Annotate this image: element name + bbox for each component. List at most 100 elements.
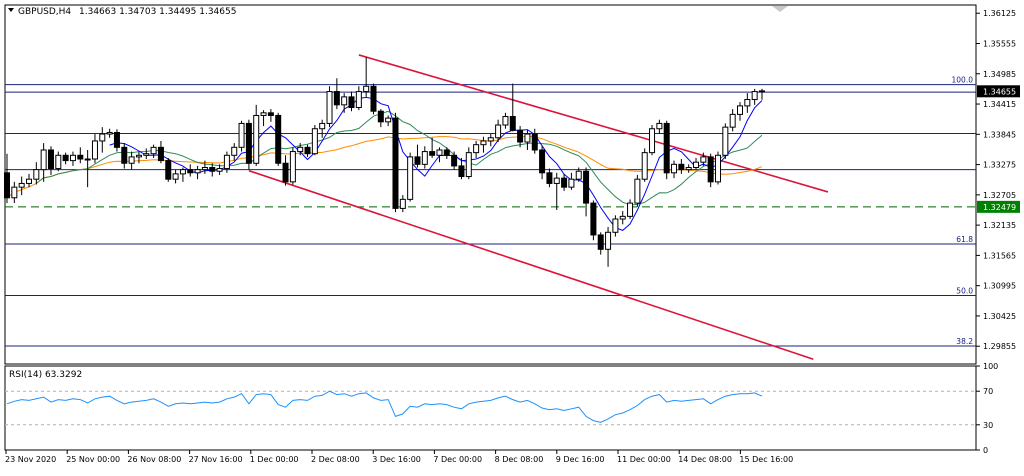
- channel-lower-line[interactable]: [248, 169, 814, 360]
- bear-candle: [414, 156, 421, 165]
- bull-candle: [627, 202, 634, 217]
- symbol-dropdown-icon[interactable]: [8, 8, 14, 12]
- bull-candle: [751, 91, 758, 101]
- bull-candle: [737, 105, 743, 115]
- rsi-tick-label: 0: [983, 446, 988, 455]
- ma-mid-line: [35, 110, 763, 206]
- bear-candle: [531, 133, 538, 151]
- bear-candle: [561, 177, 568, 188]
- bull-candle: [33, 169, 40, 180]
- bull-candle: [693, 161, 700, 169]
- bull-candle: [385, 117, 392, 123]
- bull-candle: [11, 186, 18, 199]
- bull-candle: [319, 122, 326, 130]
- bull-candle: [605, 231, 612, 250]
- rsi-tick-label: 100: [983, 362, 998, 371]
- bear-candle: [4, 172, 10, 199]
- time-tick-label: 1 Dec 00:00: [250, 455, 299, 464]
- price-tick-label: 1.32135: [983, 221, 1016, 230]
- bull-candle: [84, 158, 91, 161]
- candlesticks: [4, 57, 765, 267]
- bull-candle: [436, 149, 443, 156]
- bull-candle: [216, 168, 223, 172]
- bull-candle: [253, 114, 260, 164]
- bear-candle: [583, 170, 590, 204]
- bull-candle: [172, 173, 179, 180]
- price-tick-label: 1.31565: [983, 251, 1016, 260]
- time-tick-label: 8 Dec 08:00: [495, 455, 544, 464]
- bull-candle: [722, 126, 729, 156]
- price-tick-label: 1.33845: [983, 130, 1016, 139]
- bull-candle: [201, 167, 208, 171]
- bull-candle: [223, 154, 230, 170]
- bull-candle: [260, 112, 267, 116]
- bear-candle: [282, 162, 289, 183]
- channel-upper-line[interactable]: [358, 54, 829, 193]
- rsi-tick-label: 70: [983, 387, 993, 396]
- bull-candle: [238, 122, 245, 148]
- price-tick-label: 1.32705: [983, 191, 1016, 200]
- time-tick-label: 3 Dec 16:00: [372, 455, 421, 464]
- rsi-pane-frame: [4, 365, 977, 451]
- bull-candle: [421, 151, 428, 165]
- bear-candle: [509, 116, 516, 131]
- price-tick-label: 1.34415: [983, 100, 1016, 109]
- bull-candle: [480, 140, 487, 146]
- bull-candle: [194, 169, 201, 174]
- bear-candle: [758, 90, 765, 93]
- bull-candle: [297, 146, 304, 153]
- price-tick-label: 1.30995: [983, 282, 1016, 291]
- bull-candle: [363, 85, 370, 93]
- time-tick-label: 11 Dec 00:00: [617, 455, 671, 464]
- chart-shift-marker-icon[interactable]: [772, 6, 788, 12]
- bull-candle: [143, 153, 150, 156]
- bull-candle: [641, 152, 648, 180]
- time-tick-label: 27 Nov 16:00: [189, 455, 243, 464]
- bull-candle: [568, 178, 575, 188]
- fib-level-label: 61.8: [956, 235, 973, 244]
- bull-candle: [487, 137, 494, 142]
- bull-candle: [55, 154, 62, 170]
- bear-candle: [62, 154, 69, 162]
- bull-candle: [671, 163, 678, 174]
- bear-candle: [187, 169, 194, 174]
- last-price-tag: [977, 85, 1020, 98]
- bear-candle: [707, 156, 714, 183]
- price-tick-label: 1.35555: [983, 40, 1016, 49]
- bear-candle: [429, 151, 436, 156]
- bear-candle: [546, 172, 553, 184]
- price-channel[interactable]: [248, 54, 829, 360]
- price-tick-label: 1.34985: [983, 70, 1016, 79]
- bear-candle: [47, 149, 54, 170]
- bull-candle: [465, 152, 472, 178]
- fib-level-label: 38.2: [956, 337, 973, 346]
- bull-candle: [18, 182, 25, 188]
- bear-candle: [267, 112, 274, 116]
- bull-candle: [744, 99, 751, 107]
- price-tick-label: 1.33275: [983, 161, 1016, 170]
- bear-candle: [377, 110, 384, 123]
- time-tick-label: 23 Nov 2020: [5, 455, 56, 464]
- bear-candle: [209, 167, 216, 172]
- fib-level-label: 100.0: [952, 76, 974, 85]
- last-price-tag-label: 1.34655: [983, 87, 1016, 96]
- time-tick-label: 9 Dec 16:00: [556, 455, 605, 464]
- bull-candle: [700, 156, 707, 163]
- bull-candle: [25, 178, 32, 184]
- bear-candle: [443, 149, 450, 156]
- time-tick-label: 26 Nov 08:00: [127, 455, 181, 464]
- price-tick-label: 1.36125: [983, 9, 1016, 18]
- time-tick-label: 25 Nov 00:00: [66, 455, 120, 464]
- bear-candle: [517, 129, 524, 143]
- ohlc-label: 1.34663 1.34703 1.34495 1.34655: [79, 7, 236, 17]
- bear-candle: [597, 234, 604, 250]
- bull-candle: [656, 122, 663, 130]
- price-axis: 1.36125 1.35555 1.34985 1.34415 1.33845 1.332…: [976, 9, 1020, 351]
- bull-candle: [553, 177, 560, 184]
- bull-candle: [473, 144, 480, 154]
- bear-candle: [451, 154, 458, 167]
- horizontal-levels[interactable]: 100.0 61.8 50.0 38.2 1.32479: [5, 76, 1020, 347]
